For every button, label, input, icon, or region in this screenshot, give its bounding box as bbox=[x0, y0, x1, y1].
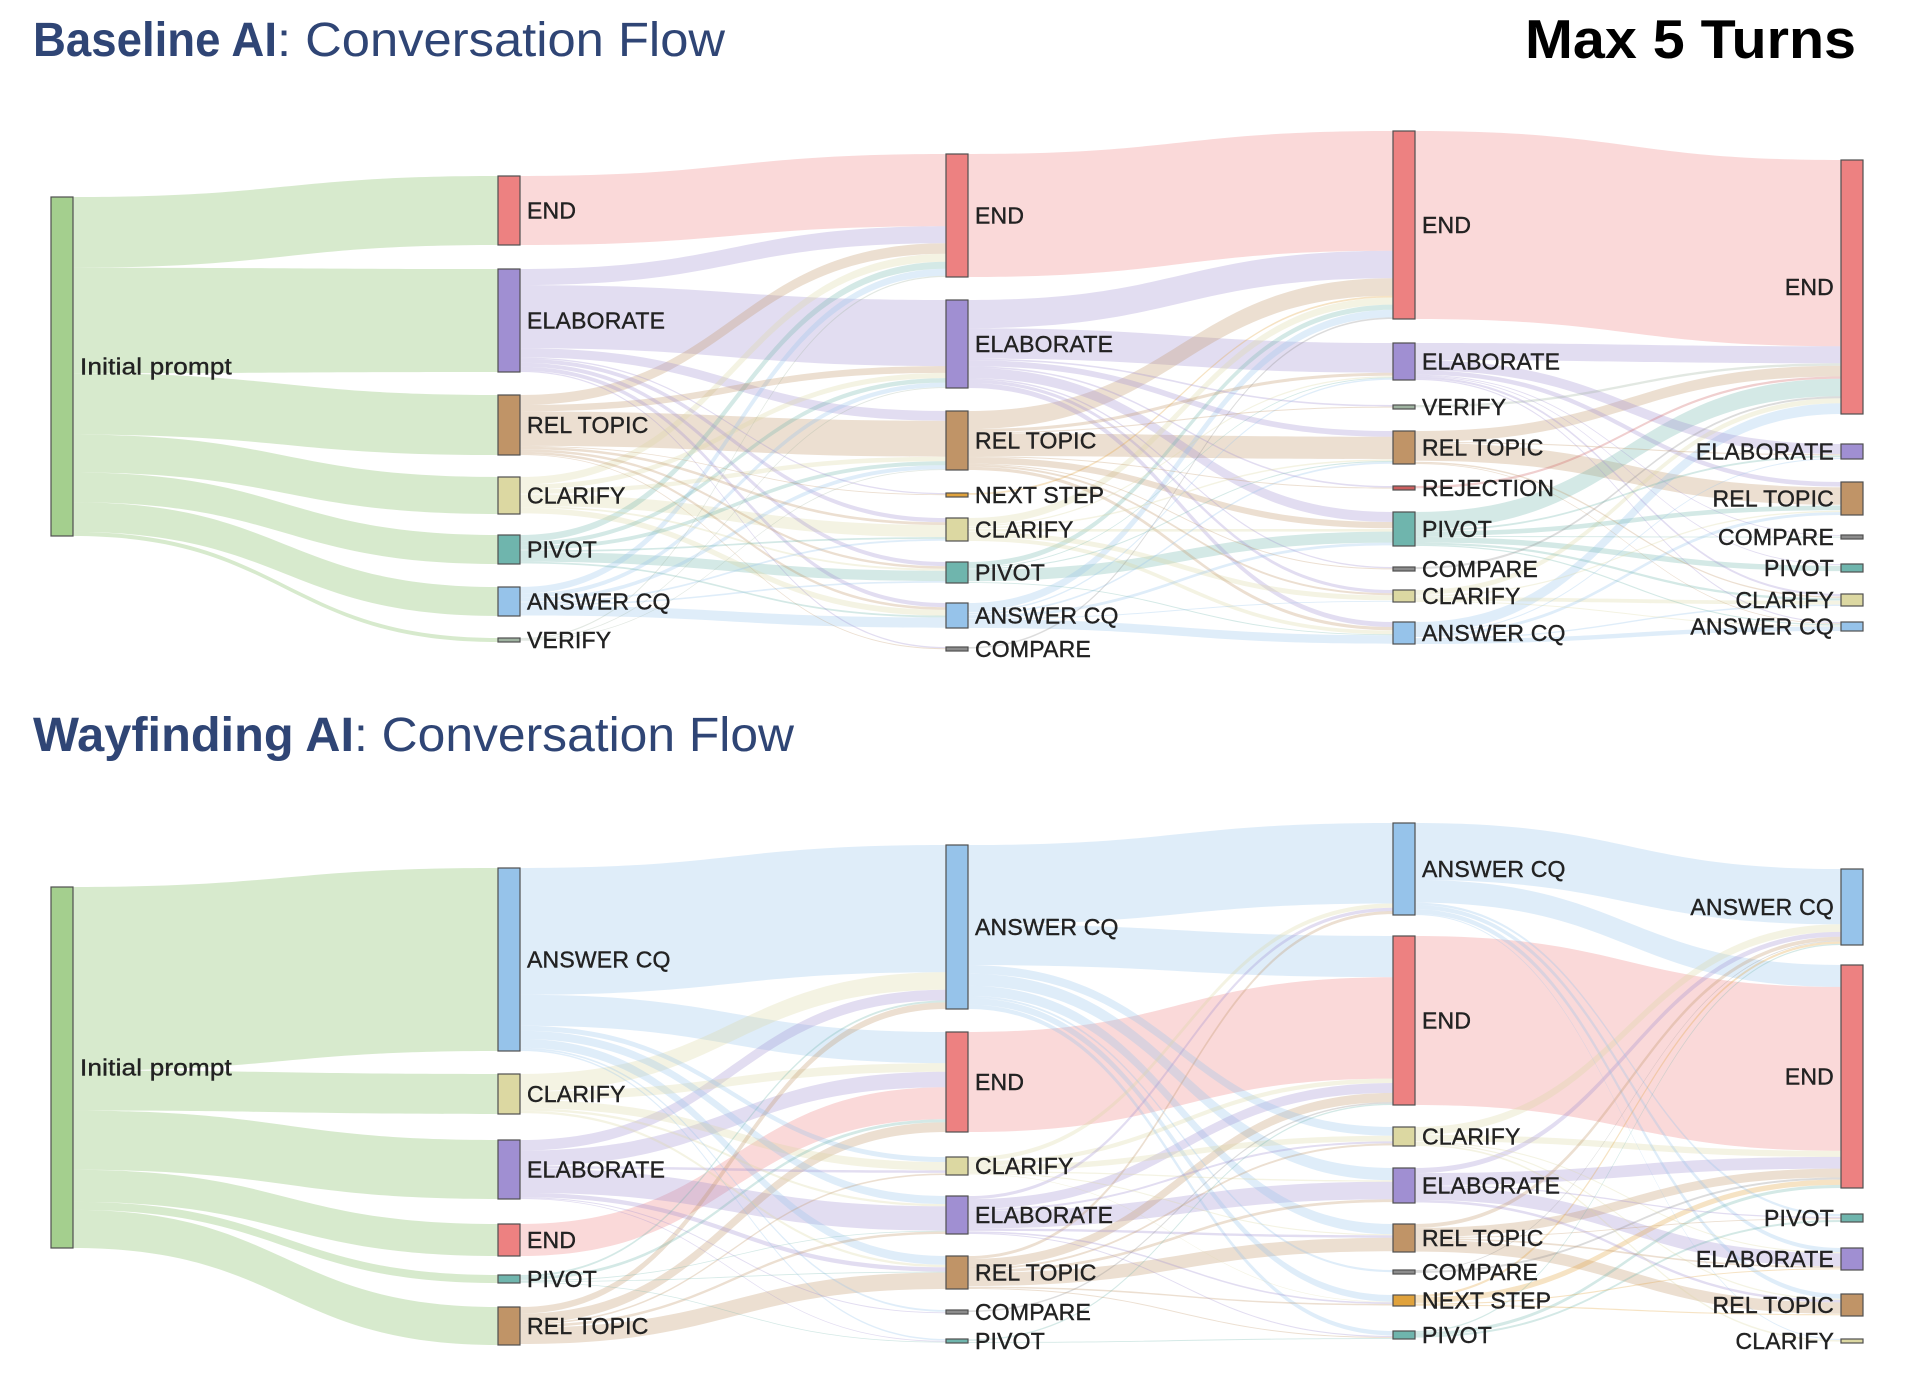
svg-text:REL TOPIC: REL TOPIC bbox=[1422, 1225, 1544, 1251]
svg-text:ELABORATE: ELABORATE bbox=[1696, 1246, 1834, 1272]
svg-text:END: END bbox=[527, 1227, 576, 1253]
svg-text:END: END bbox=[1785, 1064, 1834, 1090]
svg-text:VERIFY: VERIFY bbox=[1422, 394, 1506, 420]
svg-text:COMPARE: COMPARE bbox=[975, 1299, 1091, 1325]
svg-text:CLARIFY: CLARIFY bbox=[1735, 1328, 1834, 1354]
svg-text:PIVOT: PIVOT bbox=[1422, 1322, 1492, 1348]
svg-text:PIVOT: PIVOT bbox=[975, 560, 1045, 586]
svg-text:NEXT STEP: NEXT STEP bbox=[1422, 1288, 1551, 1314]
svg-text:Baseline AI: Baseline AI bbox=[33, 14, 277, 67]
svg-text:END: END bbox=[975, 1069, 1024, 1095]
svg-text:CLARIFY: CLARIFY bbox=[527, 1081, 626, 1107]
svg-text:REL TOPIC: REL TOPIC bbox=[1712, 486, 1834, 512]
svg-text:Initial prompt: Initial prompt bbox=[80, 354, 232, 380]
svg-text:PIVOT: PIVOT bbox=[975, 1328, 1045, 1354]
svg-text:ELABORATE: ELABORATE bbox=[1422, 349, 1560, 375]
svg-text:PIVOT: PIVOT bbox=[1764, 1205, 1834, 1231]
svg-text:Initial prompt: Initial prompt bbox=[80, 1055, 232, 1081]
svg-text:ANSWER CQ: ANSWER CQ bbox=[975, 914, 1119, 940]
svg-text:END: END bbox=[1422, 212, 1471, 238]
svg-text:REJECTION: REJECTION bbox=[1422, 475, 1554, 501]
svg-text:END: END bbox=[1785, 274, 1834, 300]
svg-text:CLARIFY: CLARIFY bbox=[975, 517, 1074, 543]
svg-text:ANSWER CQ: ANSWER CQ bbox=[1422, 620, 1566, 646]
svg-text:ANSWER CQ: ANSWER CQ bbox=[1690, 894, 1834, 920]
svg-text:REL TOPIC: REL TOPIC bbox=[1422, 435, 1544, 461]
svg-text:ANSWER CQ: ANSWER CQ bbox=[1422, 856, 1566, 882]
svg-text:ELABORATE: ELABORATE bbox=[975, 1202, 1113, 1228]
svg-text:Max 5 Turns: Max 5 Turns bbox=[1525, 8, 1856, 70]
svg-text:ELABORATE: ELABORATE bbox=[527, 1157, 665, 1183]
svg-text:PIVOT: PIVOT bbox=[1764, 555, 1834, 581]
svg-text:PIVOT: PIVOT bbox=[527, 1266, 597, 1292]
svg-text:CLARIFY: CLARIFY bbox=[1422, 583, 1521, 609]
svg-text:END: END bbox=[1422, 1008, 1471, 1034]
svg-text:VERIFY: VERIFY bbox=[527, 627, 611, 653]
svg-text:ELABORATE: ELABORATE bbox=[1696, 439, 1834, 465]
svg-text:ANSWER CQ: ANSWER CQ bbox=[527, 589, 671, 615]
svg-text:COMPARE: COMPARE bbox=[1422, 556, 1538, 582]
svg-text:ELABORATE: ELABORATE bbox=[975, 331, 1113, 357]
svg-text:CLARIFY: CLARIFY bbox=[975, 1153, 1074, 1179]
svg-text:PIVOT: PIVOT bbox=[527, 537, 597, 563]
svg-text:: Conversation Flow: : Conversation Flow bbox=[277, 14, 725, 67]
svg-text:ANSWER CQ: ANSWER CQ bbox=[975, 603, 1119, 629]
svg-text:COMPARE: COMPARE bbox=[1422, 1259, 1538, 1285]
svg-text:REL TOPIC: REL TOPIC bbox=[527, 1313, 649, 1339]
svg-text:: Conversation Flow: : Conversation Flow bbox=[354, 709, 794, 762]
svg-text:ELABORATE: ELABORATE bbox=[1422, 1173, 1560, 1199]
svg-text:PIVOT: PIVOT bbox=[1422, 516, 1492, 542]
svg-text:REL TOPIC: REL TOPIC bbox=[975, 1260, 1097, 1286]
svg-text:COMPARE: COMPARE bbox=[975, 636, 1091, 662]
svg-text:COMPARE: COMPARE bbox=[1718, 524, 1834, 550]
svg-text:ANSWER CQ: ANSWER CQ bbox=[1690, 614, 1834, 640]
svg-text:NEXT STEP: NEXT STEP bbox=[975, 482, 1104, 508]
svg-text:ELABORATE: ELABORATE bbox=[527, 308, 665, 334]
svg-text:REL TOPIC: REL TOPIC bbox=[1712, 1292, 1834, 1318]
svg-text:REL TOPIC: REL TOPIC bbox=[527, 412, 649, 438]
svg-text:REL TOPIC: REL TOPIC bbox=[975, 428, 1097, 454]
svg-text:CLARIFY: CLARIFY bbox=[1422, 1124, 1521, 1150]
svg-text:END: END bbox=[975, 203, 1024, 229]
svg-text:END: END bbox=[527, 198, 576, 224]
svg-text:CLARIFY: CLARIFY bbox=[527, 483, 626, 509]
svg-text:ANSWER CQ: ANSWER CQ bbox=[527, 947, 671, 973]
svg-text:CLARIFY: CLARIFY bbox=[1735, 587, 1834, 613]
svg-text:Wayfinding AI: Wayfinding AI bbox=[33, 709, 354, 762]
